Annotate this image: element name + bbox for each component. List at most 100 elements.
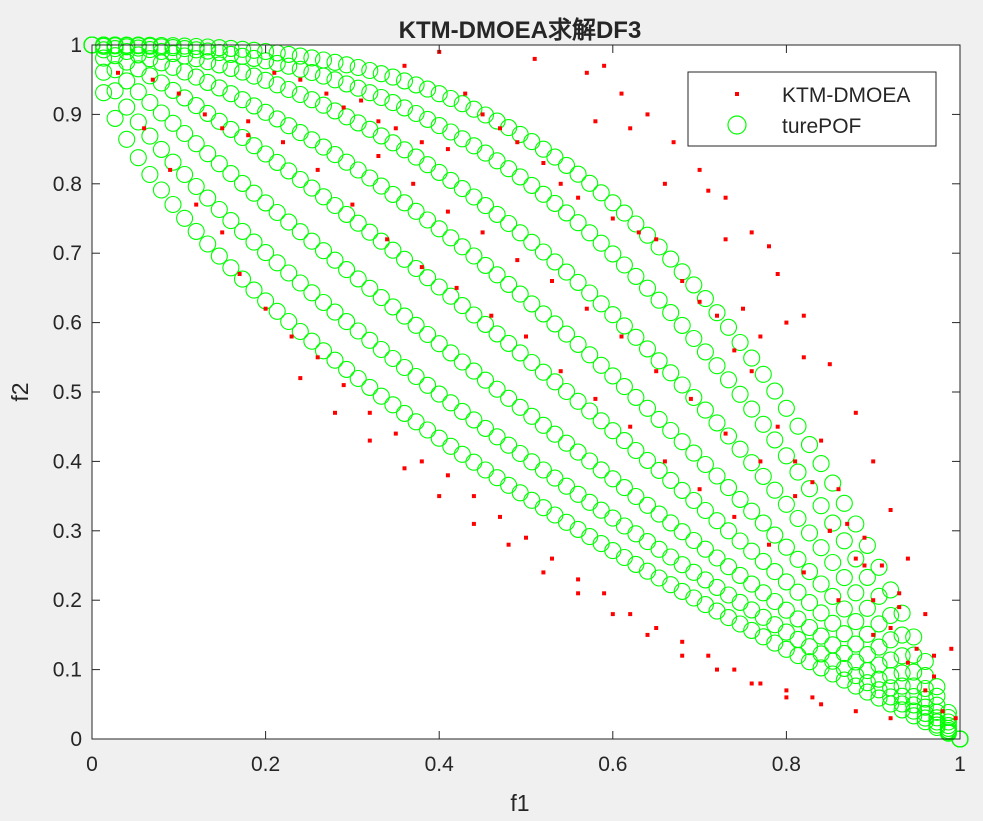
ktm-point — [680, 639, 685, 644]
pof-point — [777, 640, 795, 658]
pof-point — [129, 83, 147, 101]
legend[interactable]: KTM-DMOEA turePOF — [687, 71, 937, 147]
ktm-point — [645, 632, 650, 637]
pof-point — [338, 360, 356, 378]
pof-point — [650, 238, 668, 256]
pof-point — [141, 127, 159, 145]
pof-point — [384, 349, 402, 368]
pof-point — [500, 275, 518, 293]
pof-point — [696, 501, 714, 520]
pof-point — [719, 522, 738, 540]
pof-point — [569, 335, 587, 353]
pof-point — [349, 270, 367, 288]
pof-point — [812, 575, 830, 593]
pof-point — [291, 47, 309, 65]
pof-point — [719, 558, 738, 576]
ktm-point — [272, 70, 277, 75]
pof-point — [905, 628, 923, 646]
pof-point — [847, 677, 865, 695]
pof-point — [882, 581, 900, 599]
chart-title: KTM-DMOEA求解DF3 — [399, 16, 642, 44]
pof-point — [222, 212, 240, 230]
pof-point — [731, 566, 749, 584]
pof-point — [453, 95, 471, 113]
ktm-point — [767, 244, 771, 249]
ktm-point — [723, 431, 728, 436]
ktm-point — [367, 438, 372, 443]
ktm-point — [220, 126, 225, 131]
ktm-point — [385, 237, 390, 242]
pof-point — [511, 224, 529, 242]
x-axis-label: f1 — [510, 790, 529, 816]
pof-point — [662, 421, 680, 440]
pof-point — [303, 332, 321, 350]
ktm-point — [767, 542, 771, 547]
y-tick-label: 0 — [70, 728, 82, 751]
pof-point — [835, 569, 853, 587]
pof-point — [870, 670, 888, 688]
pof-point — [812, 539, 830, 557]
x-tick-label: 0.8 — [772, 753, 801, 776]
pof-point — [592, 501, 610, 519]
pof-point — [430, 335, 448, 353]
pof-point — [858, 683, 876, 701]
pof-point — [141, 41, 159, 59]
pof-point — [257, 42, 275, 61]
pof-point — [812, 497, 830, 515]
pof-point — [939, 703, 957, 722]
pof-point — [395, 72, 414, 90]
pof-point — [268, 254, 286, 272]
pof-point — [777, 495, 795, 513]
pof-point — [858, 568, 876, 586]
ktm-point — [853, 709, 858, 714]
pof-point — [268, 153, 286, 171]
pof-point — [534, 363, 552, 381]
pof-point — [696, 540, 714, 558]
pof-point — [604, 367, 622, 385]
pof-point — [685, 444, 703, 462]
pof-point — [280, 213, 298, 231]
pof-point — [523, 295, 541, 313]
pof-point — [95, 41, 113, 59]
pof-point — [384, 94, 402, 112]
pof-point — [407, 259, 425, 278]
pof-point — [534, 461, 552, 479]
pof-point — [615, 256, 633, 274]
pof-point — [592, 234, 610, 252]
pof-point — [500, 160, 518, 178]
pof-point — [719, 479, 738, 497]
pof-point — [754, 628, 772, 646]
ktm-point — [853, 556, 858, 561]
pof-point — [777, 447, 795, 465]
pof-point — [905, 688, 923, 706]
pof-point — [314, 293, 333, 312]
pof-point — [905, 707, 923, 725]
pof-point — [557, 263, 576, 281]
pof-point — [199, 73, 217, 91]
ktm-point — [932, 674, 936, 679]
pof-point — [893, 687, 911, 705]
pof-point — [847, 635, 865, 653]
pof-point — [465, 247, 483, 265]
pof-point — [569, 392, 587, 410]
pof-point — [326, 196, 344, 215]
pof-point — [476, 106, 495, 124]
ktm-point — [732, 667, 737, 672]
pof-point — [662, 471, 680, 489]
ktm-point — [480, 112, 485, 117]
pof-point — [777, 399, 795, 417]
ktm-point — [602, 63, 607, 68]
pof-point — [662, 514, 680, 532]
ktm-point — [445, 147, 450, 152]
pof-point — [372, 232, 390, 250]
pof-point — [199, 145, 217, 163]
pof-point — [627, 388, 645, 406]
pof-point — [303, 284, 321, 302]
pof-point — [372, 289, 390, 307]
pof-point — [361, 61, 379, 80]
pof-point — [164, 58, 182, 76]
ktm-point — [923, 688, 928, 693]
pof-point — [176, 165, 194, 184]
ktm-point — [671, 140, 676, 145]
pof-point — [338, 205, 356, 223]
